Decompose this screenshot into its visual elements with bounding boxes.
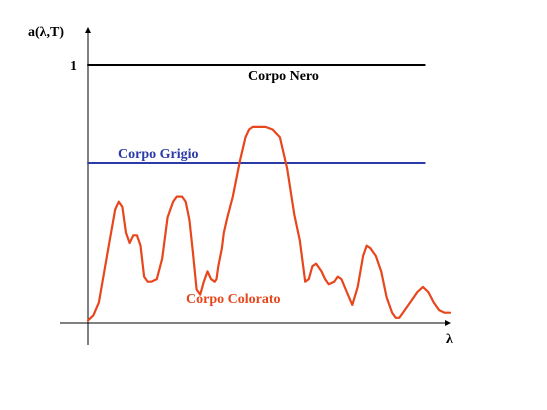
series-label-corpo-colorato: Corpo Colorato [186,292,281,307]
y-axis-label: a(λ,T) [28,25,64,40]
y-tick-label-1: 1 [70,59,77,74]
series-layer [86,64,452,322]
x-axis-label: λ [446,332,453,347]
series-line-corpo-colorato [86,125,452,322]
series-label-corpo-nero: Corpo Nero [248,69,319,84]
series-label-corpo-grigio: Corpo Grigio [118,147,199,162]
